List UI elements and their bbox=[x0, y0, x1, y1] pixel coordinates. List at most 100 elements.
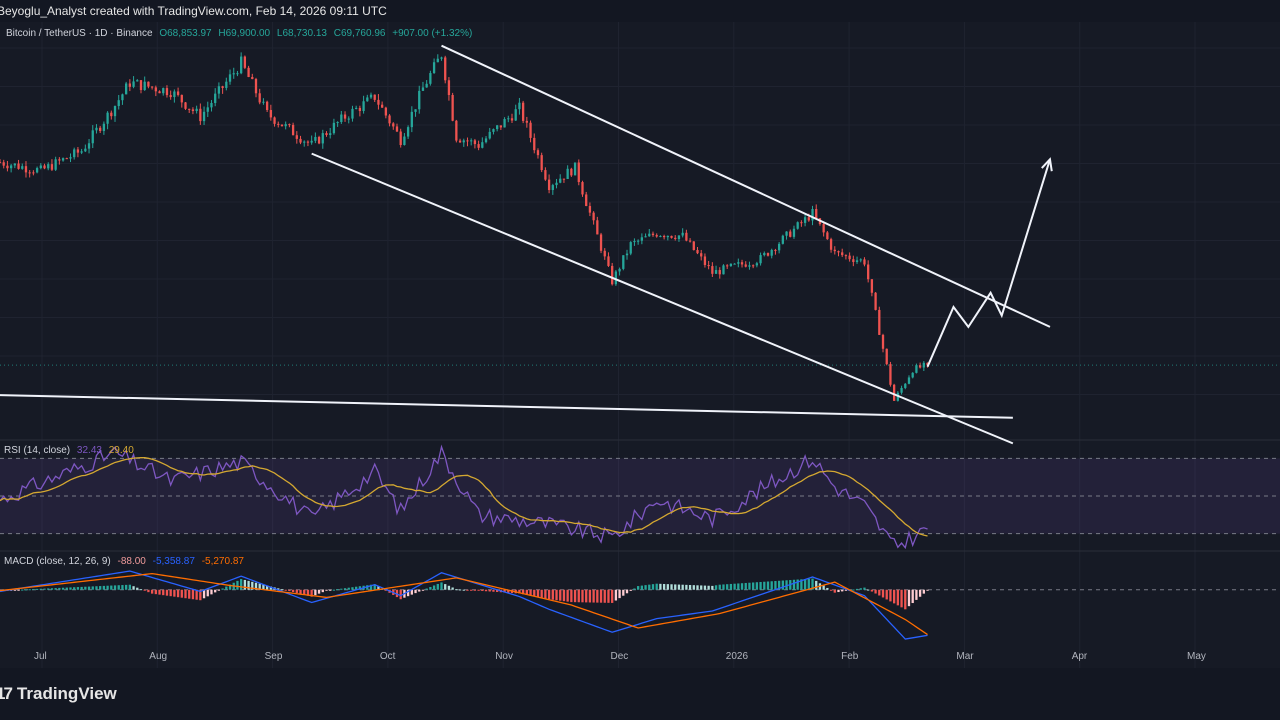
candle-body bbox=[462, 140, 465, 143]
macd-histogram-bar bbox=[202, 589, 206, 599]
candle-body bbox=[878, 309, 881, 335]
macd-histogram-bar bbox=[737, 583, 740, 590]
macd-histogram-bar bbox=[84, 586, 87, 590]
macd-histogram-bar bbox=[603, 589, 606, 603]
candle-body bbox=[128, 83, 132, 87]
macd-histogram-bar bbox=[113, 585, 117, 590]
macd-histogram-bar bbox=[618, 589, 621, 599]
macd-histogram-bar bbox=[781, 580, 784, 590]
candle-body bbox=[922, 362, 925, 368]
candle-body bbox=[251, 76, 254, 80]
macd-histogram-bar bbox=[455, 589, 458, 591]
macd-histogram-bar bbox=[21, 589, 24, 591]
candle-body bbox=[91, 130, 94, 144]
candle-body bbox=[915, 365, 918, 373]
candle-body bbox=[644, 236, 647, 238]
candle-body bbox=[551, 185, 554, 191]
macd-label: MACD (close, 12, 26, 9) bbox=[4, 556, 111, 567]
candle-body bbox=[351, 108, 354, 119]
macd-histogram-bar bbox=[117, 585, 120, 590]
macd-histogram-bar bbox=[874, 589, 877, 594]
candle-body bbox=[421, 87, 425, 91]
macd-histogram-bar bbox=[900, 589, 903, 608]
candle-body bbox=[28, 172, 31, 174]
candle-body bbox=[399, 131, 402, 146]
candle-body bbox=[692, 241, 695, 251]
macd-histogram-bar bbox=[240, 579, 243, 590]
candle-body bbox=[625, 253, 629, 256]
candle-body bbox=[800, 222, 803, 224]
candle-body bbox=[562, 178, 566, 180]
candle-body bbox=[273, 117, 276, 124]
candle-body bbox=[165, 88, 169, 96]
candle-body bbox=[455, 120, 458, 141]
candle-body bbox=[380, 104, 384, 108]
candle-body bbox=[659, 236, 662, 238]
macd-histogram-bar bbox=[488, 589, 491, 592]
macd-histogram-bar bbox=[748, 582, 751, 590]
candle-body bbox=[54, 159, 57, 170]
candle-body bbox=[291, 124, 295, 136]
candle-body bbox=[121, 94, 124, 101]
candle-body bbox=[317, 136, 321, 144]
candle-body bbox=[384, 107, 388, 116]
candle-body bbox=[199, 108, 202, 122]
candle-body bbox=[377, 99, 380, 105]
candle-body bbox=[662, 236, 666, 238]
brand-text: TradingView bbox=[16, 684, 117, 703]
rsi-line bbox=[0, 444, 928, 550]
macd-histogram-bar bbox=[65, 587, 68, 590]
candle-body bbox=[848, 255, 851, 260]
macd-histogram-bar bbox=[807, 578, 810, 590]
macd-histogram-bar bbox=[366, 585, 369, 590]
trendline-upper-channel bbox=[441, 44, 1051, 328]
macd-histogram-bar bbox=[573, 589, 577, 603]
chart-svg[interactable] bbox=[0, 22, 1280, 668]
macd-histogram-bar bbox=[822, 585, 825, 590]
macd-histogram-bar bbox=[54, 588, 57, 590]
macd-histogram-bar bbox=[254, 582, 258, 590]
candle-body bbox=[303, 141, 306, 143]
open-value: O68,853.97 bbox=[159, 28, 212, 39]
macd-histogram-bar bbox=[399, 589, 402, 600]
candle-body bbox=[510, 118, 514, 121]
candle-body bbox=[811, 209, 814, 221]
macd-histogram-bar bbox=[458, 589, 462, 591]
candle-body bbox=[466, 140, 469, 142]
candle-body bbox=[599, 234, 603, 251]
macd-histogram-bar bbox=[47, 588, 50, 590]
macd-histogram-bar bbox=[80, 586, 83, 590]
candle-body bbox=[358, 107, 362, 111]
macd-histogram-bar bbox=[570, 589, 573, 603]
tradingview-logo: 17TradingView bbox=[0, 684, 117, 704]
macd-hist-value: -88.00 bbox=[117, 556, 146, 567]
candle-body bbox=[770, 249, 773, 256]
macd-histogram-bar bbox=[792, 579, 796, 590]
candle-body bbox=[570, 168, 573, 176]
macd-histogram-bar bbox=[533, 589, 536, 597]
macd-histogram-bar bbox=[58, 587, 61, 590]
candle-body bbox=[711, 266, 714, 274]
chart-area[interactable] bbox=[0, 22, 1280, 668]
macd-histogram-bar bbox=[147, 589, 150, 593]
macd-histogram-bar bbox=[355, 586, 358, 590]
macd-histogram-bar bbox=[35, 588, 39, 590]
candle-body bbox=[102, 123, 106, 131]
macd-histogram-bar bbox=[681, 584, 684, 590]
macd-histogram-bar bbox=[436, 583, 439, 590]
macd-histogram-bar bbox=[258, 583, 261, 590]
candle-body bbox=[855, 260, 859, 263]
candle-body bbox=[544, 170, 547, 180]
candle-body bbox=[132, 81, 135, 87]
candle-body bbox=[904, 383, 907, 388]
candle-body bbox=[507, 118, 510, 120]
candle-body bbox=[518, 102, 521, 110]
candle-body bbox=[451, 95, 454, 121]
x-tick-label: Apr bbox=[1071, 651, 1088, 662]
candle-body bbox=[188, 108, 191, 110]
macd-histogram-bar bbox=[796, 579, 799, 590]
macd-histogram-bar bbox=[785, 580, 788, 590]
macd-histogram-bar bbox=[607, 589, 610, 603]
change-value: +907.00 (+1.32%) bbox=[392, 28, 473, 39]
macd-histogram-bar bbox=[889, 589, 892, 602]
